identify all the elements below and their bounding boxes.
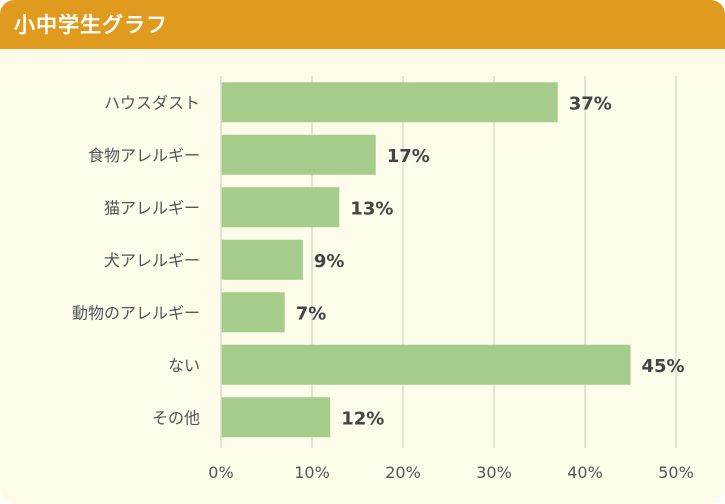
x-tick-label: 30% — [476, 463, 512, 482]
data-label: 17% — [387, 146, 430, 167]
chart-header: 小中学生グラフ — [0, 0, 725, 49]
x-tick-label: 10% — [294, 463, 330, 482]
x-tick-label: 40% — [567, 463, 603, 482]
data-label: 12% — [341, 408, 384, 429]
bar — [221, 397, 331, 438]
x-tick-label: 50% — [658, 463, 694, 482]
x-tick-label: 0% — [208, 463, 233, 482]
bar — [221, 187, 340, 228]
category-label: その他 — [152, 408, 200, 427]
bar — [221, 292, 285, 333]
data-label: 9% — [314, 251, 345, 272]
chart-title: 小中学生グラフ — [14, 13, 168, 37]
category-label: 食物アレルギー — [88, 146, 200, 165]
category-label: ハウスダスト — [104, 93, 200, 112]
category-label: 猫アレルギー — [104, 198, 200, 217]
data-label: 13% — [350, 198, 393, 219]
x-tick-label: 20% — [385, 463, 421, 482]
data-label: 45% — [642, 356, 685, 377]
bar — [221, 134, 376, 175]
bar — [221, 82, 558, 123]
data-label: 37% — [569, 93, 612, 114]
bar — [221, 239, 303, 280]
bar — [221, 344, 631, 385]
category-label: 動物のアレルギー — [72, 303, 200, 322]
data-label: 7% — [296, 303, 327, 324]
category-label: 犬アレルギー — [104, 251, 200, 270]
category-label: ない — [168, 356, 200, 375]
